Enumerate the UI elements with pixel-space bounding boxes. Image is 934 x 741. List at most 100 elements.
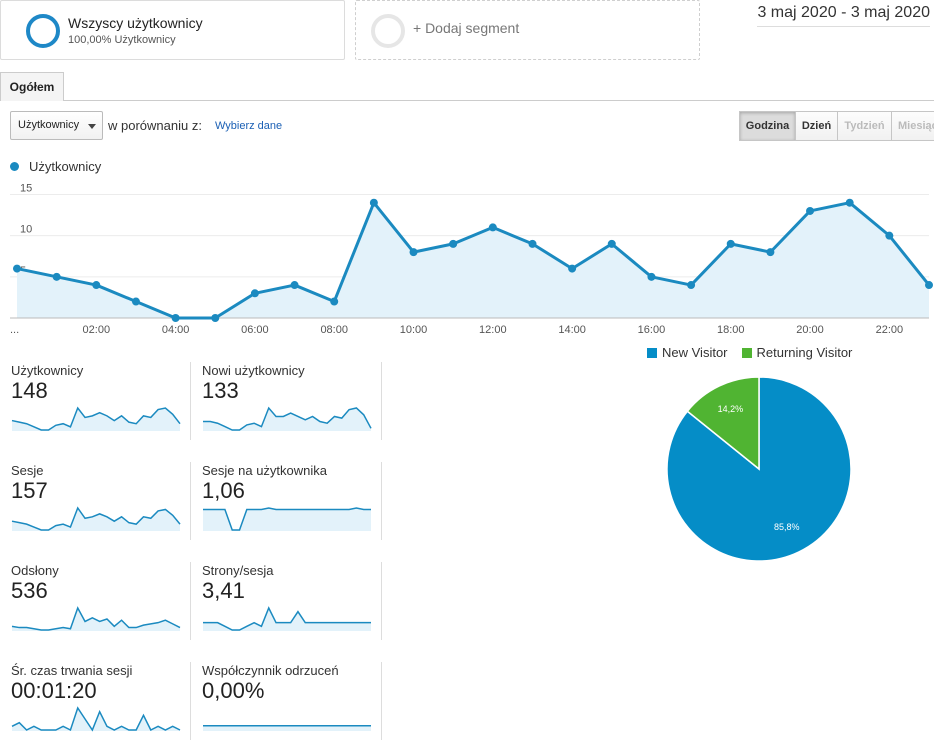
x-tick-label: 06:00 xyxy=(241,324,269,336)
legend-item-new-visitor[interactable]: New Visitor xyxy=(647,345,728,360)
users-line-chart: 51015...02:0004:0006:0008:0010:0012:0014… xyxy=(10,182,933,336)
series-area xyxy=(17,202,929,318)
kpi-label: Współczynnik odrzuceń xyxy=(202,663,339,678)
x-tick-label: 10:00 xyxy=(400,324,428,336)
period-week-button[interactable]: Tydzień xyxy=(837,111,892,141)
segment-ring-icon xyxy=(26,14,60,48)
kpi-divider xyxy=(190,362,191,440)
tab-overview[interactable]: Ogółem xyxy=(0,72,64,101)
data-point xyxy=(885,231,894,240)
kpi-value: 00:01:20 xyxy=(11,678,97,703)
period-month-button[interactable]: Miesiąc xyxy=(891,111,934,141)
tab-divider xyxy=(0,100,934,101)
x-tick-label: 02:00 xyxy=(83,324,111,336)
data-point xyxy=(607,239,616,248)
segment-all-users[interactable]: Wszyscy użytkownicy 100,00% Użytkownicy xyxy=(0,0,345,60)
kpi-label: Sesje na użytkownika xyxy=(202,463,328,478)
kpi-pageviews[interactable]: Odsłony 536 xyxy=(11,563,181,641)
metric-select[interactable]: Użytkownicy xyxy=(10,111,103,140)
sparkline-line xyxy=(11,406,181,431)
data-point xyxy=(488,223,497,232)
data-point xyxy=(290,281,299,290)
visitor-type-pie-chart: 85,8% 14,2% xyxy=(666,376,852,562)
kpi-sparkline xyxy=(203,507,371,531)
kpi-divider xyxy=(381,562,382,640)
x-tick-label: 14:00 xyxy=(558,324,586,336)
kpi-sparkline xyxy=(203,406,372,431)
add-segment-button[interactable]: + Dodaj segment xyxy=(355,0,700,60)
data-point xyxy=(250,289,259,298)
kpi-sessions-per-user[interactable]: Sesje na użytkownika 1,06 xyxy=(202,463,372,541)
legend-swatch xyxy=(741,348,752,358)
kpi-divider xyxy=(381,362,382,440)
kpi-value: 536 xyxy=(11,578,48,603)
kpi-users[interactable]: Użytkownicy 148 xyxy=(11,363,181,441)
sparkline-line xyxy=(11,606,181,631)
kpi-pages-per-session[interactable]: Strony/sesja 3,41 xyxy=(202,563,372,641)
pie-data-label: 85,8% xyxy=(774,522,800,532)
data-point xyxy=(131,297,140,306)
kpi-sparkline xyxy=(203,725,371,731)
legend-item-returning-visitor[interactable]: Returning Visitor xyxy=(741,345,852,360)
data-point xyxy=(13,264,21,273)
kpi-value: 148 xyxy=(11,378,48,403)
date-range-picker[interactable]: 3 maj 2020 - 3 maj 2020 xyxy=(757,4,930,27)
kpi-new-users[interactable]: Nowi użytkownicy 133 xyxy=(202,363,372,441)
sparkline-area xyxy=(203,508,371,531)
kpi-value: 0,00% xyxy=(202,678,265,703)
x-tick-label: 04:00 xyxy=(162,324,190,336)
data-point xyxy=(211,314,220,322)
sparkline-line xyxy=(11,706,181,732)
kpi-value: 157 xyxy=(11,478,48,503)
sparkline-area xyxy=(12,608,180,631)
x-tick-label: 16:00 xyxy=(638,324,666,336)
period-day-button[interactable]: Dzień xyxy=(795,111,838,141)
kpi-avg-session-duration[interactable]: Śr. czas trwania sesji 00:01:20 xyxy=(11,663,181,741)
compare-label: w porównaniu z: xyxy=(108,118,202,133)
legend-label: New Visitor xyxy=(662,345,728,360)
data-point xyxy=(568,264,577,273)
kpi-sparkline xyxy=(203,606,371,631)
data-point xyxy=(766,248,775,257)
sparkline-line xyxy=(203,606,371,631)
sparkline-area xyxy=(12,508,180,531)
kpi-divider xyxy=(190,462,191,540)
series-line xyxy=(16,201,931,320)
kpi-sessions[interactable]: Sesje 157 xyxy=(11,463,181,541)
kpi-value: 3,41 xyxy=(202,578,245,603)
kpi-sparkline xyxy=(11,606,181,631)
kpi-value: 133 xyxy=(202,378,239,403)
kpi-label: Strony/sesja xyxy=(202,563,274,578)
x-tick-label: ... xyxy=(10,324,19,336)
choose-data-link[interactable]: Wybierz dane xyxy=(215,120,283,132)
kpi-sparkline xyxy=(11,706,181,732)
chevron-down-icon xyxy=(88,124,96,129)
data-point xyxy=(806,206,815,215)
data-point xyxy=(369,198,378,207)
pie-slice-returning-visitor xyxy=(686,376,760,471)
kpi-divider xyxy=(381,662,382,740)
data-point xyxy=(409,248,418,257)
kpi-divider xyxy=(190,562,191,640)
x-tick-label: 22:00 xyxy=(876,324,904,336)
data-point xyxy=(449,239,458,248)
kpi-value: 1,06 xyxy=(202,478,245,503)
period-hour-button[interactable]: Godzina xyxy=(739,111,796,141)
kpi-bounce-rate[interactable]: Współczynnik odrzuceń 0,00% xyxy=(202,663,372,741)
kpi-label: Użytkownicy xyxy=(11,363,84,378)
legend-swatch xyxy=(647,348,657,358)
sparkline-line xyxy=(11,506,181,531)
kpi-label: Odsłony xyxy=(11,563,59,578)
sparkline-line xyxy=(203,507,371,531)
kpi-divider xyxy=(381,462,382,540)
data-point xyxy=(845,198,854,207)
y-tick-label: 15 xyxy=(20,182,32,194)
sparkline-line xyxy=(203,406,372,431)
metric-select-value: Użytkownicy xyxy=(18,119,80,131)
sparkline-area xyxy=(203,725,371,731)
y-tick-label: 10 xyxy=(20,224,32,236)
period-toggle-group: Godzina Dzień Tydzień Miesiąc xyxy=(739,111,934,141)
data-point xyxy=(52,272,61,281)
pie-legend: New Visitor Returning Visitor xyxy=(647,345,852,360)
data-point xyxy=(171,314,180,322)
